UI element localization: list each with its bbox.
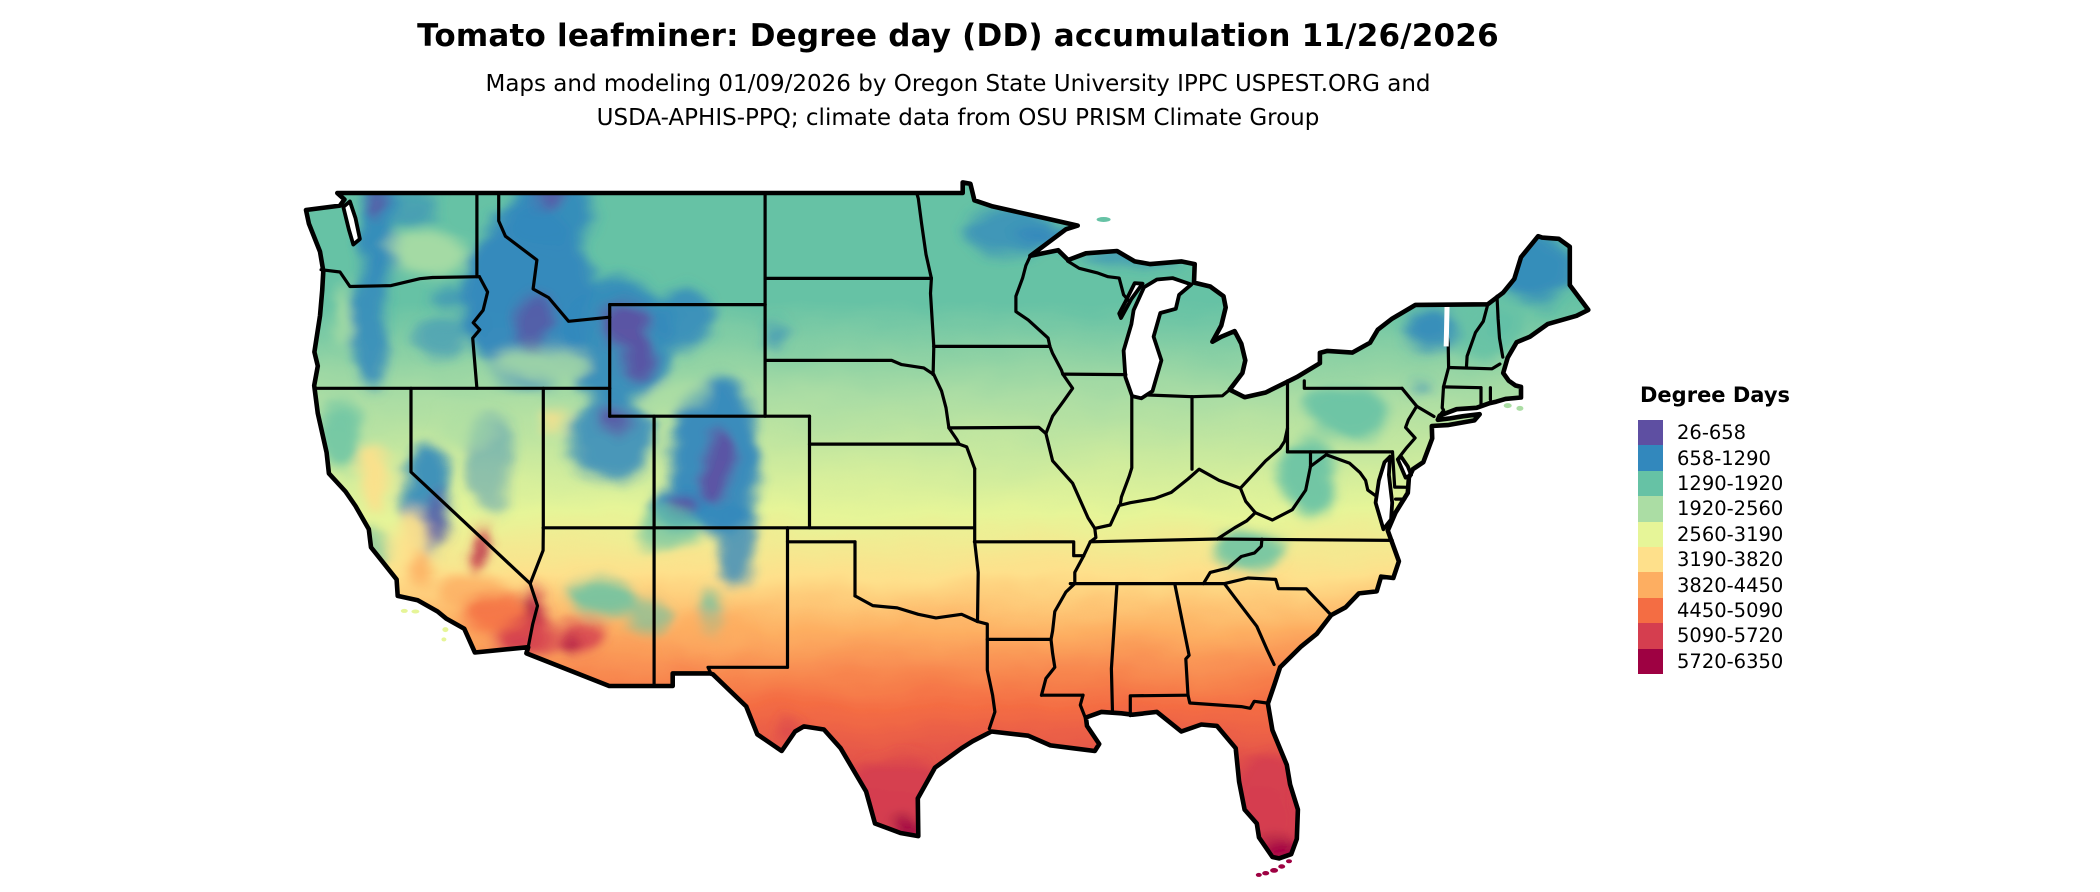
legend-swatch bbox=[1638, 470, 1663, 497]
legend-row: 1920-2560 bbox=[1638, 496, 1790, 522]
legend-row: 2560-3190 bbox=[1638, 521, 1790, 547]
legend-swatch bbox=[1638, 420, 1663, 446]
legend-row: 5720-6350 bbox=[1638, 648, 1790, 674]
legend-label: 658-1290 bbox=[1677, 446, 1771, 470]
map-subtitle-line-1: Maps and modeling 01/09/2026 by Oregon S… bbox=[485, 71, 1431, 97]
legend-swatch bbox=[1638, 623, 1663, 649]
map-subtitle: Maps and modeling 01/09/2026 by Oregon S… bbox=[258, 67, 1658, 135]
legend-rows: 26-658 658-1290 1290-1920 1920-2560 2560-319… bbox=[1638, 420, 1790, 674]
legend-label: 5720-6350 bbox=[1677, 649, 1784, 673]
legend-row: 1290-1920 bbox=[1638, 470, 1790, 497]
legend-row: 3820-4450 bbox=[1638, 572, 1790, 598]
legend-row: 658-1290 bbox=[1638, 445, 1790, 471]
map-subtitle-line-2: USDA-APHIS-PPQ; climate data from OSU PR… bbox=[596, 105, 1320, 131]
legend-row: 4450-5090 bbox=[1638, 597, 1790, 624]
legend-swatch bbox=[1638, 546, 1663, 573]
legend-swatch bbox=[1638, 597, 1663, 624]
legend-label: 5090-5720 bbox=[1677, 624, 1784, 648]
legend-swatch bbox=[1638, 496, 1663, 522]
legend-label: 1920-2560 bbox=[1677, 497, 1784, 521]
title-block: Tomato leafminer: Degree day (DD) accumu… bbox=[258, 16, 1658, 135]
legend-label: 26-658 bbox=[1677, 421, 1747, 445]
legend-title: Degree Days bbox=[1640, 383, 1791, 407]
legend-label: 1290-1920 bbox=[1677, 471, 1784, 495]
legend-label: 3190-3820 bbox=[1677, 548, 1784, 572]
legend-row: 26-658 bbox=[1638, 420, 1790, 446]
legend-swatch bbox=[1638, 648, 1663, 674]
legend-label: 2560-3190 bbox=[1677, 522, 1784, 546]
legend-swatch bbox=[1638, 445, 1663, 471]
legend-label: 3820-4450 bbox=[1677, 573, 1784, 597]
legend-swatch bbox=[1638, 521, 1663, 547]
legend-row: 5090-5720 bbox=[1638, 623, 1790, 649]
map-title: Tomato leafminer: Degree day (DD) accumu… bbox=[417, 18, 1499, 54]
legend: Degree Days 26-658 658-1290 1290-1920 1920-… bbox=[1638, 383, 1790, 674]
legend-label: 4450-5090 bbox=[1677, 598, 1784, 622]
legend-swatch bbox=[1638, 572, 1663, 598]
legend-row: 3190-3820 bbox=[1638, 546, 1790, 573]
